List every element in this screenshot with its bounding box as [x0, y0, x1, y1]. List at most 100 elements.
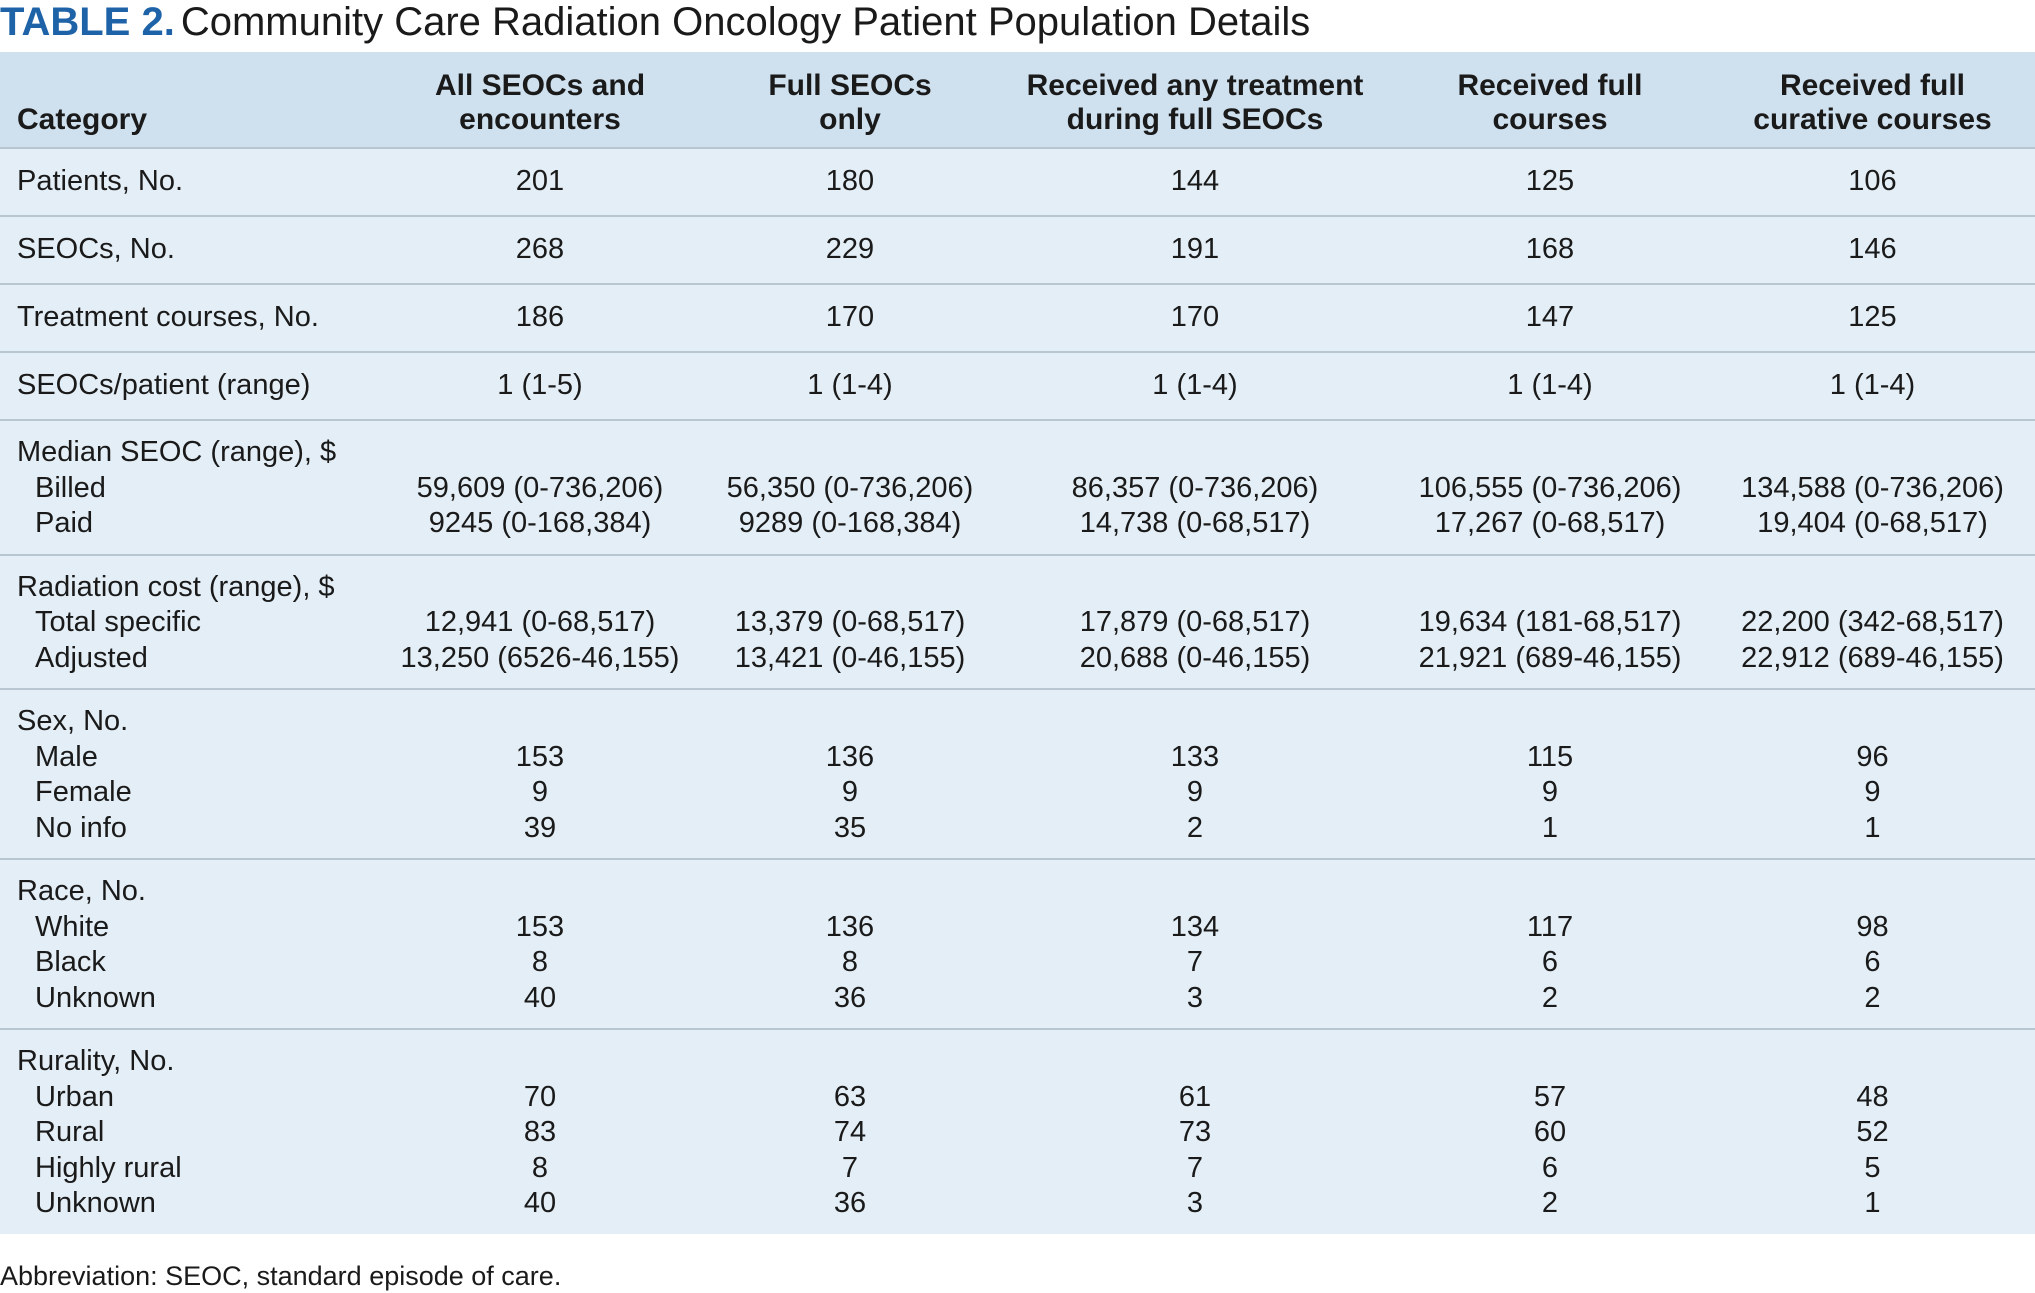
table-cell: 186	[515, 301, 565, 334]
spacer	[1394, 435, 1706, 471]
table-row: SEOCs/patient (range) 1 (1-5) 1 (1-4) 1 (1-…	[0, 352, 2035, 420]
table-cell: 229	[825, 233, 875, 266]
header-line: Full SEOCs	[768, 69, 932, 102]
table-cell: 13,379 (0-68,517)	[734, 606, 966, 638]
spacer	[1714, 704, 2031, 740]
table-cell: 9	[841, 776, 859, 808]
sub-row-label: White	[35, 910, 110, 943]
table-cell: 133	[1170, 740, 1220, 773]
group-label: Race, No.	[17, 875, 146, 907]
table-cell: 36	[833, 981, 867, 1014]
table-cell: 13,250 (6526-46,155)	[400, 641, 680, 674]
spacer	[704, 570, 996, 606]
table-cell: 1 (1-4)	[807, 369, 893, 402]
table-row: Treatment courses, No. 186 170 170 147 125	[0, 284, 2035, 352]
table-cell: 48	[1856, 1080, 1889, 1113]
table-cell: 1 (1-4)	[1829, 369, 1916, 402]
spacer	[1394, 874, 1706, 910]
table-cell: 40	[523, 1187, 557, 1219]
table-cell: 57	[1533, 1080, 1567, 1113]
table-caption: Community Care Radiation Oncology Patien…	[180, 0, 1311, 44]
table-row-group: Median SEOC (range), $ Billed Paid 59,609 (…	[0, 420, 2035, 555]
table-cell: 2	[1541, 1187, 1559, 1219]
table-cell: 170	[825, 301, 875, 334]
group-value-cell: 61 73 7 3	[1000, 1029, 1390, 1234]
table-number: TABLE 2.	[0, 0, 175, 44]
header-received-any-treatment: Received any treatment during full SEOCs	[1000, 52, 1390, 148]
table-cell: 98	[1856, 910, 1889, 943]
group-label-cell: Radiation cost (range), $ Total specific A…	[0, 555, 380, 690]
group-value-cell: 153 9 39	[380, 689, 700, 859]
table-cell: 168	[1525, 233, 1575, 266]
group-value-cell: 96 9 1	[1710, 689, 2035, 859]
spacer	[1714, 435, 2031, 471]
row-label: SEOCs, No.	[17, 233, 175, 266]
patient-population-table: Category All SEOCs and encounters Full S…	[0, 52, 2035, 1234]
table-cell: 1 (1-5)	[497, 369, 583, 402]
group-value-cell: 134 7 3	[1000, 859, 1390, 1029]
table-row-group: Radiation cost (range), $ Total specific A…	[0, 554, 2035, 690]
header-row: Category All SEOCs and encounters Full S…	[0, 52, 2035, 148]
group-value-cell: 117 6 2	[1390, 859, 1710, 1029]
table-cell: 14,738 (0-68,517)	[1079, 507, 1311, 539]
sub-row-label: Unknown	[35, 981, 156, 1014]
spacer	[1004, 704, 1386, 740]
table-cell: 19,634 (181-68,517)	[1418, 606, 1682, 638]
group-value-cell: 86,357 (0-736,206) 14,738 (0-68,517)	[1000, 420, 1390, 555]
table-cell: 201	[515, 165, 565, 198]
table-cell: 86,357 (0-736,206)	[1071, 471, 1319, 504]
table-cell: 59,609 (0-736,206)	[416, 471, 664, 504]
table-row-group: Sex, No. Male Female No info 153 9 39 136 9 35 133…	[0, 689, 2035, 859]
table-cell: 2	[1541, 981, 1559, 1014]
group-value-cell: 63 74 7 36	[700, 1029, 1000, 1234]
group-value-cell: 56,350 (0-736,206) 9289 (0-168,384)	[700, 420, 1000, 555]
row-label: Treatment courses, No.	[17, 301, 319, 334]
table-cell: 6	[1541, 1151, 1559, 1184]
group-value-cell: 106,555 (0-736,206) 17,267 (0-68,517)	[1390, 420, 1710, 555]
spacer	[384, 704, 696, 740]
header-received-full-curative: Received full curative courses	[1710, 52, 2035, 148]
header-line: only	[819, 103, 881, 136]
spacer	[704, 435, 996, 471]
sub-row-label: Unknown	[35, 1187, 156, 1219]
table-cell: 1	[1864, 1187, 1881, 1219]
table-cell: 36	[833, 1187, 867, 1219]
header-full-seocs: Full SEOCs only	[700, 52, 1000, 148]
spacer	[1394, 1044, 1706, 1080]
spacer	[1004, 570, 1386, 606]
sub-row-label: Paid	[35, 507, 94, 539]
table-cell: 21,921 (689-46,155)	[1418, 641, 1682, 674]
spacer	[1714, 874, 2031, 910]
table-cell: 180	[825, 165, 875, 198]
table-cell: 134	[1170, 910, 1220, 943]
sub-row-label: No info	[35, 811, 127, 844]
header-line: Received full	[1779, 69, 1966, 102]
table-cell: 5	[1864, 1151, 1881, 1184]
table-cell: 153	[515, 910, 565, 943]
header-line: Received full	[1457, 69, 1643, 102]
table-cell: 2	[1186, 811, 1204, 844]
header-line: encounters	[459, 103, 621, 136]
table-cell: 35	[833, 811, 867, 844]
group-value-cell: 70 83 8 40	[380, 1029, 700, 1234]
table-cell: 6	[1541, 946, 1559, 978]
table-cell: 125	[1525, 165, 1575, 198]
group-value-cell: 136 9 35	[700, 689, 1000, 859]
sub-row-label: Billed	[35, 471, 106, 504]
group-value-cell: 17,879 (0-68,517) 20,688 (0-46,155)	[1000, 555, 1390, 690]
group-label-cell: Rurality, No. Urban Rural Highly rural Unkno…	[0, 1029, 380, 1234]
header-line: courses	[1492, 103, 1608, 136]
sub-row-label: Urban	[35, 1080, 114, 1113]
group-label: Sex, No.	[17, 705, 129, 737]
table-cell: 22,912 (689-46,155)	[1741, 641, 2004, 674]
table-cell: 19,404 (0-68,517)	[1757, 507, 1988, 539]
group-label-cell: Median SEOC (range), $ Billed Paid	[0, 420, 380, 555]
table-cell: 1 (1-4)	[1152, 369, 1238, 402]
spacer	[1004, 874, 1386, 910]
group-label: Rurality, No.	[17, 1045, 175, 1077]
spacer	[704, 1044, 996, 1080]
header-category: Category	[0, 52, 380, 148]
group-label: Radiation cost (range), $	[17, 570, 335, 603]
table-cell: 147	[1525, 301, 1575, 334]
group-value-cell: 57 60 6 2	[1390, 1029, 1710, 1234]
